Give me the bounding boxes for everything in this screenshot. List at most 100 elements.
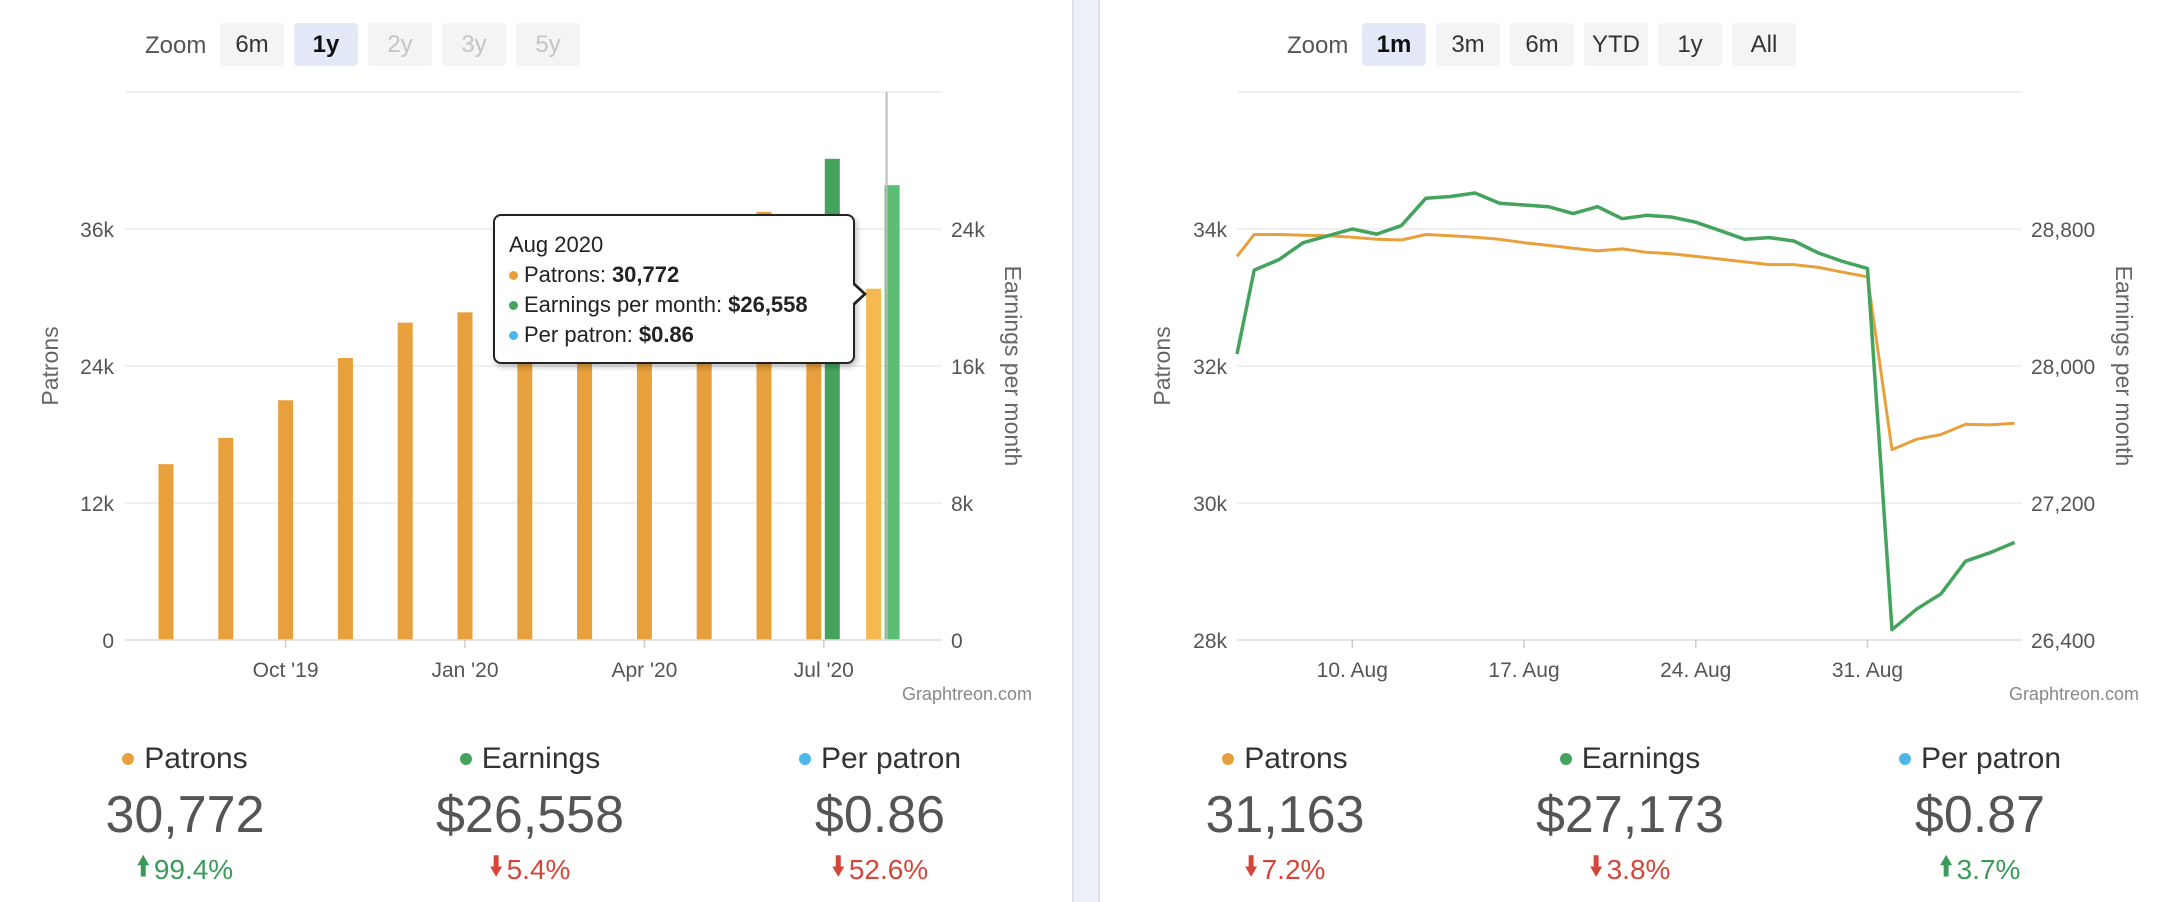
zoom-button-ytd[interactable]: YTD [1584, 23, 1648, 66]
stat-label: Patrons [35, 740, 335, 778]
y-right-tick: 8k [951, 493, 974, 516]
stat-change: 🠙 3.7% [1830, 848, 2130, 892]
y-left-tick: 36k [80, 219, 114, 242]
stat-label: Earnings [1480, 740, 1780, 778]
zoom-button-label: 1y [313, 31, 340, 58]
stat-value: $0.86 [814, 786, 946, 844]
bar-earnings [884, 185, 900, 640]
stat-value: $27,173 [1536, 786, 1724, 844]
per-patron-dot-icon [798, 753, 811, 765]
tooltip-value: $26,558 [728, 292, 808, 317]
y-right-tick: 24k [951, 219, 985, 242]
y-left-tick: 0 [102, 630, 114, 653]
bar-patrons [218, 437, 234, 640]
stat-label-text: Per patron [1920, 742, 2062, 775]
y-right-axis-title: Earnings per month [1000, 266, 1026, 467]
stat-patrons: Patrons 30,772 🠙 99.4% [35, 740, 335, 892]
zoom-button-5y: 5y [516, 23, 580, 66]
stat-label-text: Earnings [1581, 742, 1701, 775]
zoom-button-label: 3m [1451, 31, 1484, 58]
arrow-down-icon: 🠛 [1244, 851, 1258, 881]
stat-per-patron: Per patron $0.87 🠙 3.7% [1830, 740, 2130, 892]
zoom-button-2y: 2y [368, 23, 432, 66]
bar-patrons [517, 331, 533, 640]
zoom-button-label: 1m [1377, 31, 1412, 58]
tooltip-title: Aug 2020 [509, 232, 604, 257]
zoom-button-1m[interactable]: 1m [1362, 23, 1426, 66]
zoom-button-bg [1510, 23, 1574, 66]
zoom-button-1y[interactable]: 1y [294, 23, 358, 66]
tooltip-value: 30,772 [611, 262, 680, 287]
zoom-button-bg [442, 23, 506, 66]
stat-value: 31,163 [1205, 786, 1365, 844]
y-right-axis-title: Earnings per month [2111, 266, 2137, 467]
patrons-dot-icon [122, 753, 135, 765]
y-left-tick: 28k [1193, 630, 1227, 653]
x-tick-label: Apr '20 [611, 659, 677, 682]
stat-change-value: 7.2% [1261, 854, 1326, 885]
y-right-tick: 27,200 [2031, 493, 2095, 516]
zoom-button-label: 6m [235, 31, 268, 58]
zoom-button-6m[interactable]: 6m [1510, 23, 1574, 66]
zoom-button-label: 5y [535, 31, 560, 58]
zoom-button-bg [1584, 23, 1648, 66]
y-right-tick: 26,400 [2031, 630, 2095, 653]
right-chart-panel: Zoom 1m 3m 6m YTD 1y All 28k 30k 32k 34k 26,400 27,2… [1100, 0, 2172, 902]
zoom-button-all[interactable]: All [1732, 23, 1796, 66]
zoom-button-label: YTD [1592, 31, 1640, 58]
y-right-tick: 28,800 [2031, 219, 2095, 242]
stat-label-text: Per patron [820, 742, 962, 775]
chart-tooltip: Aug 2020 Patrons: 30,772 Earnings per mo… [493, 214, 867, 364]
right-chart: Zoom 1m 3m 6m YTD 1y All 28k 30k 32k 34k 26,400 27,2… [1149, 23, 2139, 704]
stat-per-patron: Per patron $0.86 🠛 52.6% [730, 740, 1030, 892]
stat-label-text: Patrons [144, 742, 248, 775]
stat-change: 🠙 99.4% [35, 848, 335, 892]
earnings-dot-icon [1559, 753, 1572, 765]
stat-change-value: 52.6% [848, 854, 929, 885]
stat-value: $0.87 [1914, 786, 2046, 844]
line-patrons [1235, 233, 2015, 452]
bar-patrons [636, 337, 652, 640]
arrow-down-icon: 🠛 [831, 851, 845, 881]
credit-link: Graphtreon.com [902, 684, 1032, 704]
earnings-dot-icon [459, 753, 472, 765]
y-left-tick: 34k [1193, 219, 1227, 242]
stat-label-text: Patrons [1244, 742, 1348, 775]
x-tick-label: 17. Aug [1488, 659, 1559, 682]
left-stats: Patrons 30,772 🠙 99.4% Earnings $26,558 🠛… [0, 740, 1072, 900]
stat-earnings: Earnings $27,173 🠛 3.8% [1480, 740, 1780, 892]
zoom-button-label: All [1751, 31, 1778, 58]
stat-label: Patrons [1135, 740, 1435, 778]
stat-change: 🠛 52.6% [730, 848, 1030, 892]
tooltip-label: Patrons: [524, 262, 606, 287]
tooltip-row-patrons: Patrons: 30,772 [509, 260, 853, 290]
bar-patrons [866, 288, 882, 640]
zoom-button-6m[interactable]: 6m [220, 23, 284, 66]
stat-change-value: 5.4% [506, 854, 571, 885]
zoom-button-1y[interactable]: 1y [1658, 23, 1722, 66]
zoom-button-3m[interactable]: 3m [1436, 23, 1500, 66]
zoom-button-3y: 3y [442, 23, 506, 66]
tooltip-label: Earnings per month: [524, 292, 723, 317]
arrow-down-icon: 🠛 [1589, 851, 1603, 881]
arrow-up-icon: 🠙 [1939, 851, 1953, 881]
stat-label-text: Earnings [481, 742, 601, 775]
stat-earnings: Earnings $26,558 🠛 5.4% [380, 740, 680, 892]
zoom-button-bg [294, 23, 358, 66]
credit-link: Graphtreon.com [2009, 684, 2139, 704]
tooltip-row-per-patron: Per patron: $0.86 [509, 320, 853, 350]
zoom-button-bg [368, 23, 432, 66]
zoom-label: Zoom [145, 32, 206, 59]
stat-change: 🠛 7.2% [1135, 848, 1435, 892]
bar-patrons [577, 337, 593, 640]
stat-value: $26,558 [436, 786, 624, 844]
y-left-axis-title: Patrons [1149, 326, 1175, 405]
tooltip-row-earnings: Earnings per month: $26,558 [509, 290, 853, 320]
x-tick-label: Jul '20 [794, 659, 854, 682]
stat-label: Earnings [380, 740, 680, 778]
arrow-down-icon: 🠛 [489, 851, 503, 881]
stat-patrons: Patrons 31,163 🠛 7.2% [1135, 740, 1435, 892]
bar-patrons [278, 400, 294, 640]
earnings-dot-icon [509, 300, 518, 310]
left-chart: Zoom 6m 1y 2y 3y 5y 0 12k 24k 36k 0 8k 16k 24k Patrons… [37, 23, 1032, 704]
